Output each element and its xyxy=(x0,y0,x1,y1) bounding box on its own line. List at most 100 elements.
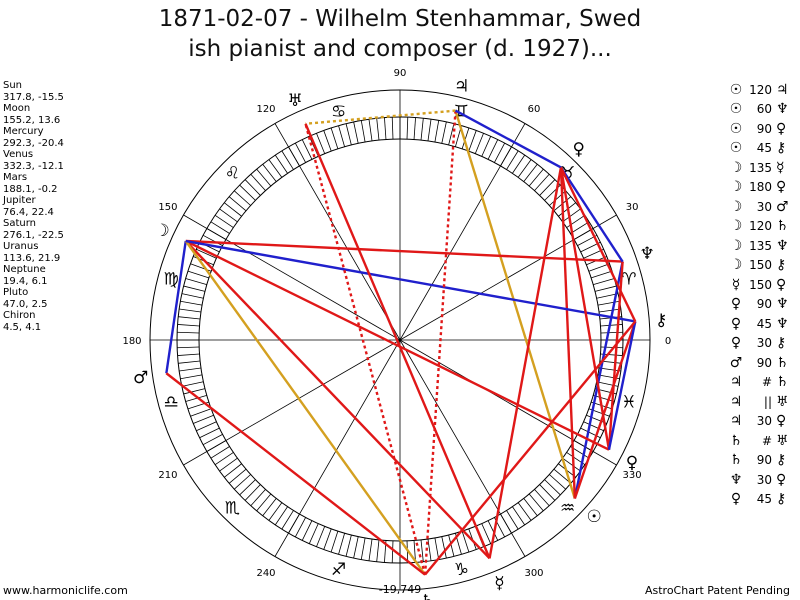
degree-tick xyxy=(219,208,238,223)
planet-coords: 276.1, -22.5 xyxy=(3,229,64,241)
degree-tick xyxy=(597,300,620,306)
planet-coords: 188.1, -0.2 xyxy=(3,183,58,195)
aspect-row: ☽ 135 ♆ xyxy=(728,236,800,256)
aspect-planet1-glyph: ☉ xyxy=(729,120,743,137)
planet-glyph: ♀ xyxy=(572,139,584,159)
aspect-line xyxy=(559,167,611,450)
aspect-line xyxy=(454,109,562,169)
zodiac-sign-glyph: ♋ xyxy=(331,102,346,122)
planet-glyph: ☉ xyxy=(586,507,601,527)
degree-tick xyxy=(588,263,610,272)
aspect-angle: 90 xyxy=(756,453,772,468)
degree-tick xyxy=(196,421,217,432)
degree-tick xyxy=(441,121,447,144)
aspect-planet2-glyph: ♄ xyxy=(776,374,789,391)
house-spoke xyxy=(399,214,617,341)
degree-tick xyxy=(219,457,238,472)
degree-tick xyxy=(224,202,242,217)
aspect-planet2-glyph: ⚷ xyxy=(776,140,787,157)
planet-positions-list: Sun 317.8, -15.5 Moon 155.2, 13.6 Mercur… xyxy=(3,80,93,333)
degree-tick xyxy=(202,234,223,246)
degree-tick xyxy=(256,493,272,512)
degree-tick xyxy=(323,130,332,152)
degree-tick xyxy=(239,479,256,496)
aspect-angle: 30 xyxy=(756,472,772,487)
planet-coords: 4.5, 4.1 xyxy=(3,321,42,333)
planet-coords: 47.0, 2.5 xyxy=(3,298,48,310)
degree-tick xyxy=(234,474,251,490)
degree-tick xyxy=(391,117,394,140)
degree-tick xyxy=(591,270,613,279)
aspect-planet2-glyph: ♃ xyxy=(776,81,789,98)
planet-glyphs: ☉ ☽ ☿ ♀ ♂ ♃ ♄ ♅ ♆ ♀ ⚷ xyxy=(133,76,667,600)
zodiac-sign-glyph: ♏ xyxy=(225,499,240,519)
degree-tick xyxy=(583,421,604,432)
aspect-planet1-glyph: ♀ xyxy=(730,491,742,508)
aspect-angle: 45 xyxy=(756,492,772,507)
degree-tick xyxy=(345,534,352,557)
aspect-angle: 90 xyxy=(756,355,772,370)
aspect-planet2-glyph: ♆ xyxy=(776,101,789,118)
aspect-planet2-glyph: ♂ xyxy=(776,198,789,215)
degree-tick xyxy=(180,300,203,306)
degree-tick xyxy=(323,528,332,550)
degree-tick xyxy=(391,540,394,563)
aspect-row: ♃ || ♅ xyxy=(728,392,800,412)
aspect-row: ☿ 150 ♀ xyxy=(728,275,800,295)
degree-tick xyxy=(353,536,359,559)
degree-tick xyxy=(593,278,615,285)
aspect-planet1-glyph: ♀ xyxy=(730,315,742,332)
degree-tick xyxy=(193,414,214,424)
degree-tick xyxy=(528,493,544,512)
degree-label: 210 xyxy=(158,470,177,481)
aspect-row: ♀ 45 ♆ xyxy=(728,314,800,334)
degree-label: 330 xyxy=(623,470,642,481)
degree-tick xyxy=(274,154,288,174)
planet-name: Chiron xyxy=(3,310,36,321)
degree-tick xyxy=(448,534,455,557)
degree-tick xyxy=(368,538,373,561)
aspect-planet2-glyph: ♀ xyxy=(776,276,787,293)
aspect-planet1-glyph: ♃ xyxy=(729,374,743,391)
degree-tick xyxy=(384,117,387,140)
zodiac-sign-glyph: ♌ xyxy=(225,163,240,183)
degree-tick xyxy=(512,506,526,526)
degree-tick xyxy=(224,463,242,478)
aspect-angle: 180 xyxy=(749,180,772,195)
aspect-planet1-glyph: ♄ xyxy=(729,452,743,469)
degree-tick xyxy=(406,117,409,140)
planet-coords: 113.6, 21.9 xyxy=(3,252,61,264)
degree-tick xyxy=(262,498,277,516)
degree-label: 120 xyxy=(256,104,275,115)
zodiac-sign-glyph: ♑ xyxy=(454,560,469,580)
degree-tick xyxy=(598,308,621,313)
degree-tick xyxy=(539,179,556,196)
zodiac-sign-glyph: ♎ xyxy=(163,392,178,412)
degree-tick xyxy=(316,133,326,154)
degree-tick xyxy=(262,164,277,182)
degree-tick xyxy=(549,474,566,490)
planet-name: Jupiter xyxy=(3,195,36,206)
degree-tick xyxy=(427,538,432,561)
house-spoke xyxy=(399,339,526,557)
degree-tick xyxy=(210,221,230,234)
degree-tick xyxy=(178,360,201,364)
house-spoke xyxy=(274,123,401,341)
aspect-row: ♆ 30 ♀ xyxy=(728,470,800,490)
degree-tick xyxy=(294,142,306,163)
planet-coords: 317.8, -15.5 xyxy=(3,91,64,103)
aspect-list: ☉ 120 ♃ ☉ 60 ♆ ☉ 90 ♀ ☉ 45 ⚷ ☽ 135 ☿ ☽ 180 ♀ ☽ 30 ♂ ☽ 120 ♄ ☽ 135… xyxy=(728,80,800,509)
degree-label: 150 xyxy=(158,202,177,213)
aspect-planet1-glyph: ♀ xyxy=(730,335,742,352)
aspect-line xyxy=(607,321,637,450)
degree-tick xyxy=(338,533,345,555)
aspect-row: ♂ 90 ♄ xyxy=(728,353,800,373)
chart-title-line1: 1871-02-07 - Wilhelm Stenhammar, Swed xyxy=(158,6,642,32)
planet-name: Saturn xyxy=(3,218,37,229)
aspect-planet2-glyph: ♄ xyxy=(776,354,789,371)
aspect-angle: 45 xyxy=(756,141,772,156)
aspect-planet2-glyph: ⚷ xyxy=(776,491,787,508)
aspect-angle: 150 xyxy=(749,258,772,273)
degree-tick xyxy=(562,208,581,223)
planet-glyph: ☿ xyxy=(494,573,504,593)
